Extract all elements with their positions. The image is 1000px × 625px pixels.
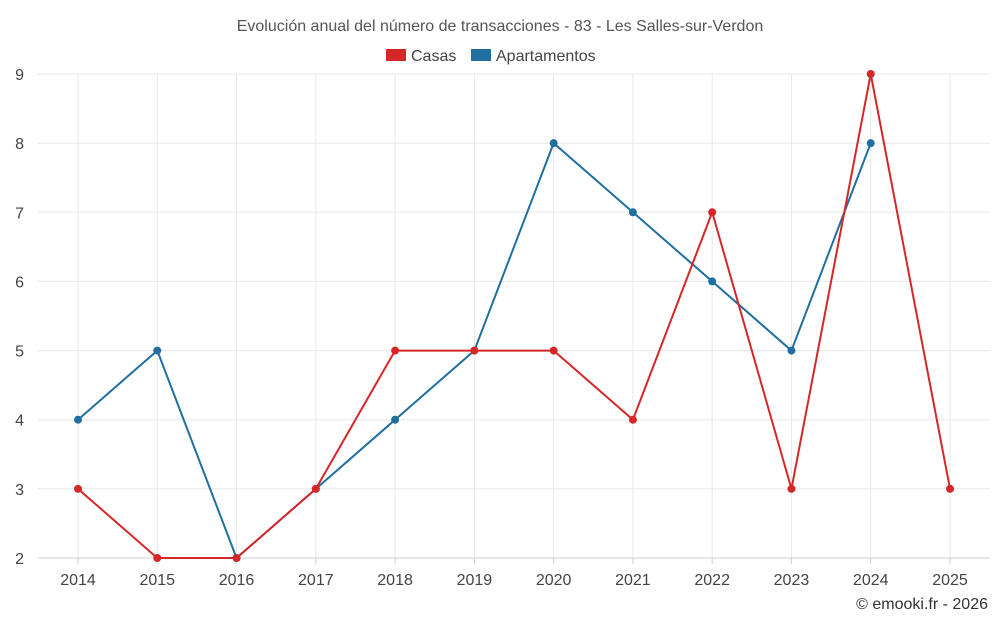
data-point-casas[interactable] [628,415,637,424]
data-point-apartamentos[interactable] [628,208,637,217]
chart-title: Evolución anual del número de transaccio… [237,18,764,35]
y-tick-label: 9 [15,67,24,84]
x-tick-label: 2022 [694,572,730,589]
x-tick-label: 2021 [615,572,651,589]
data-point-casas[interactable] [311,484,320,493]
data-point-apartamentos[interactable] [708,277,717,286]
x-tick-label: 2019 [457,572,493,589]
data-point-casas[interactable] [946,484,954,493]
data-point-apartamentos[interactable] [391,415,400,424]
data-point-casas[interactable] [153,554,162,562]
data-point-casas[interactable] [549,346,558,355]
y-tick-label: 8 [15,136,24,153]
x-tick-label: 2017 [298,572,334,589]
x-axis: 2014 2015 2016 2017 2018 2019 2020 2021 2022 2023… [60,558,968,589]
x-tick-label: 2025 [932,572,968,589]
data-point-casas[interactable] [787,484,796,493]
legend-label-casas: Casas [411,48,456,65]
legend: Casas Apartamentos [386,48,596,65]
legend-swatch-casas [386,49,406,61]
x-tick-label: 2016 [219,572,255,589]
data-point-casas[interactable] [470,346,479,355]
y-tick-label: 4 [15,413,24,430]
data-point-apartamentos[interactable] [74,415,82,424]
data-point-casas[interactable] [866,70,875,78]
series-line-casas [77,73,951,559]
y-axis: 2 3 4 5 6 7 8 9 [15,67,24,568]
x-tick-label: 2014 [60,572,96,589]
y-tick-label: 6 [15,274,24,291]
series-casas [74,70,954,562]
legend-swatch-apartamentos [471,49,491,61]
series-layer [74,70,954,562]
data-point-apartamentos[interactable] [866,139,875,148]
data-point-casas[interactable] [232,554,241,562]
legend-label-apartamentos: Apartamentos [496,48,596,65]
gridlines [38,73,990,558]
x-tick-label: 2018 [377,572,413,589]
data-point-casas[interactable] [74,484,82,493]
x-tick-label: 2015 [139,572,175,589]
y-tick-label: 2 [15,551,24,568]
credit-text: © emooki.fr - 2026 [856,596,988,613]
y-tick-label: 5 [15,344,24,361]
y-tick-label: 3 [15,482,24,499]
x-tick-label: 2023 [774,572,810,589]
data-point-casas[interactable] [708,208,717,217]
x-tick-label: 2024 [853,572,889,589]
data-point-apartamentos[interactable] [153,346,162,355]
data-point-apartamentos[interactable] [787,346,796,355]
data-point-apartamentos[interactable] [549,139,558,148]
x-tick-label: 2020 [536,572,572,589]
data-point-casas[interactable] [391,346,400,355]
y-tick-label: 7 [15,205,24,222]
